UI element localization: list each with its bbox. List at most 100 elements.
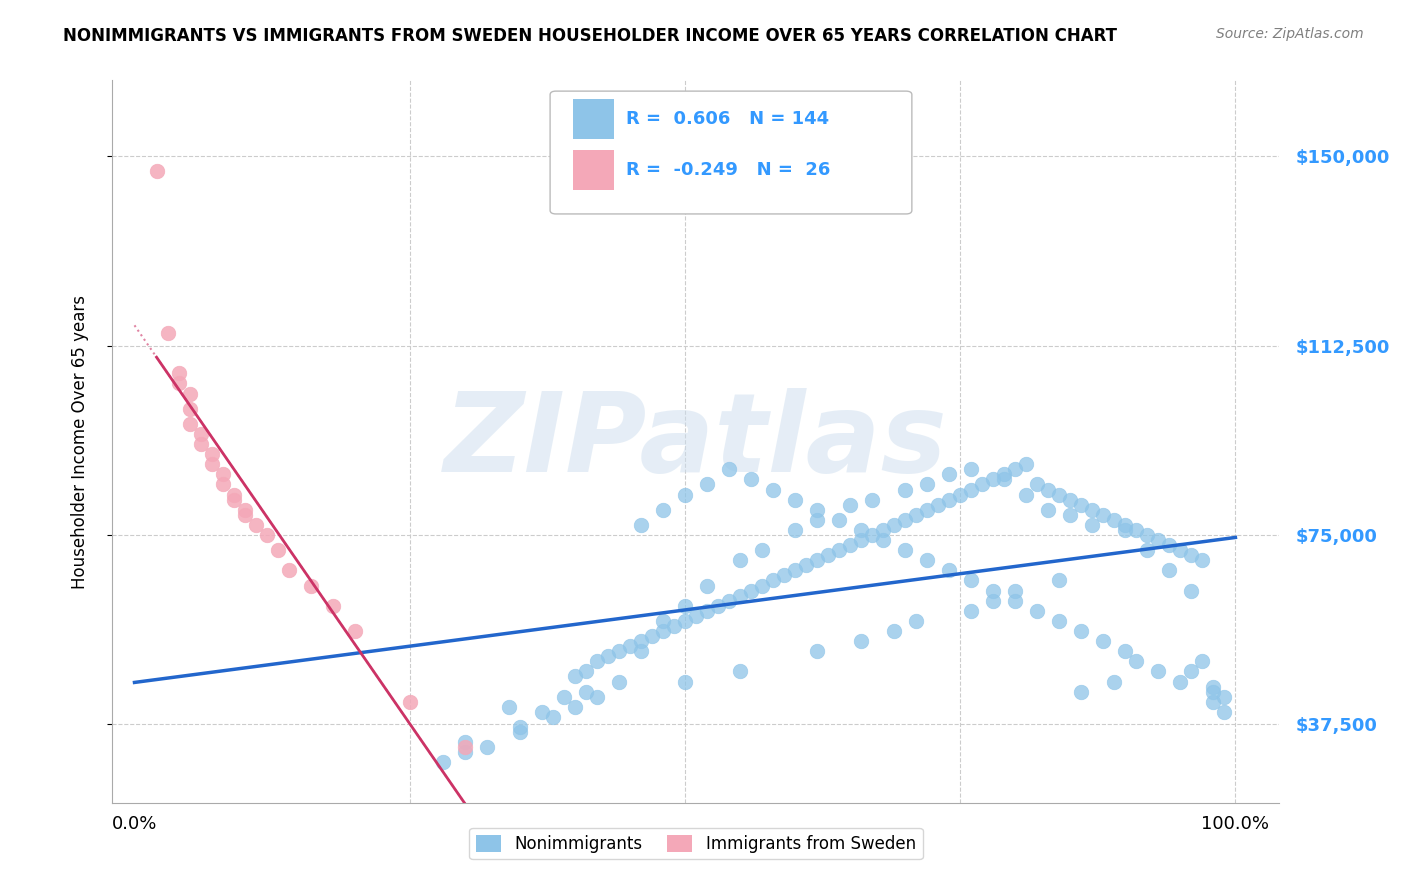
Point <box>1125 523 1147 537</box>
Point <box>839 498 862 512</box>
Point <box>1191 553 1213 567</box>
Point <box>915 553 938 567</box>
Point <box>575 684 598 698</box>
Text: ZIPatlas: ZIPatlas <box>444 388 948 495</box>
Point <box>245 517 267 532</box>
Point <box>1004 583 1026 598</box>
Point <box>894 483 917 497</box>
Point <box>927 498 949 512</box>
Point <box>673 614 696 628</box>
Point <box>894 543 917 558</box>
Point <box>652 502 675 516</box>
Point <box>343 624 366 638</box>
Point <box>1070 498 1092 512</box>
Point <box>817 548 839 562</box>
Point <box>233 502 256 516</box>
Point <box>1136 543 1159 558</box>
Point <box>1202 695 1225 709</box>
Point <box>717 462 740 476</box>
Point <box>530 705 553 719</box>
Point <box>1159 563 1181 577</box>
Point <box>1038 483 1060 497</box>
Point <box>849 634 872 648</box>
Point <box>981 593 1004 607</box>
Point <box>806 513 828 527</box>
Point <box>685 608 707 623</box>
Point <box>454 740 477 755</box>
Point <box>652 614 675 628</box>
Point <box>1070 684 1092 698</box>
Text: R =  -0.249   N =  26: R = -0.249 N = 26 <box>626 161 831 178</box>
Point <box>960 574 983 588</box>
Point <box>993 472 1015 486</box>
Point <box>1038 502 1060 516</box>
Point <box>1213 705 1236 719</box>
Point <box>607 674 630 689</box>
Point <box>1070 624 1092 638</box>
Point <box>762 483 785 497</box>
Point <box>266 543 288 558</box>
Point <box>794 558 817 573</box>
Point <box>619 639 641 653</box>
Point <box>145 164 167 178</box>
Point <box>1015 457 1038 471</box>
Point <box>607 644 630 658</box>
Point <box>1026 604 1049 618</box>
Text: NONIMMIGRANTS VS IMMIGRANTS FROM SWEDEN HOUSEHOLDER INCOME OVER 65 YEARS CORRELA: NONIMMIGRANTS VS IMMIGRANTS FROM SWEDEN … <box>63 27 1118 45</box>
Point <box>806 502 828 516</box>
Point <box>915 477 938 491</box>
Point <box>949 487 972 501</box>
Point <box>1180 548 1202 562</box>
Point <box>398 695 420 709</box>
Point <box>938 563 960 577</box>
Point <box>630 634 652 648</box>
Bar <box>574 150 614 189</box>
Point <box>586 654 609 668</box>
Point <box>1081 502 1104 516</box>
Point <box>1004 462 1026 476</box>
Point <box>1202 684 1225 698</box>
Point <box>179 401 201 416</box>
Point <box>783 492 806 507</box>
Point <box>972 477 994 491</box>
Point <box>1114 644 1136 658</box>
Point <box>652 624 675 638</box>
Point <box>432 756 454 770</box>
Point <box>1170 674 1192 689</box>
Point <box>222 487 245 501</box>
Point <box>1147 665 1170 679</box>
Point <box>179 386 201 401</box>
Point <box>905 614 928 628</box>
Point <box>564 699 586 714</box>
Bar <box>574 99 614 138</box>
Point <box>454 745 477 759</box>
Y-axis label: Householder Income Over 65 years: Householder Income Over 65 years <box>70 294 89 589</box>
Point <box>1114 517 1136 532</box>
Point <box>233 508 256 522</box>
Point <box>872 533 894 547</box>
Point <box>938 492 960 507</box>
Point <box>1026 477 1049 491</box>
Point <box>641 629 664 643</box>
Point <box>222 492 245 507</box>
Point <box>673 674 696 689</box>
Point <box>894 513 917 527</box>
Point <box>783 563 806 577</box>
Point <box>1015 487 1038 501</box>
Point <box>1136 528 1159 542</box>
Point <box>1180 665 1202 679</box>
Point <box>299 578 322 592</box>
Point <box>773 568 796 582</box>
Point <box>960 604 983 618</box>
Point <box>541 710 564 724</box>
Point <box>960 462 983 476</box>
Point <box>696 604 718 618</box>
Point <box>200 457 222 471</box>
Point <box>905 508 928 522</box>
Point <box>1147 533 1170 547</box>
Point <box>662 619 685 633</box>
Point <box>828 543 851 558</box>
Point <box>740 472 762 486</box>
Point <box>806 644 828 658</box>
Point <box>475 740 498 755</box>
